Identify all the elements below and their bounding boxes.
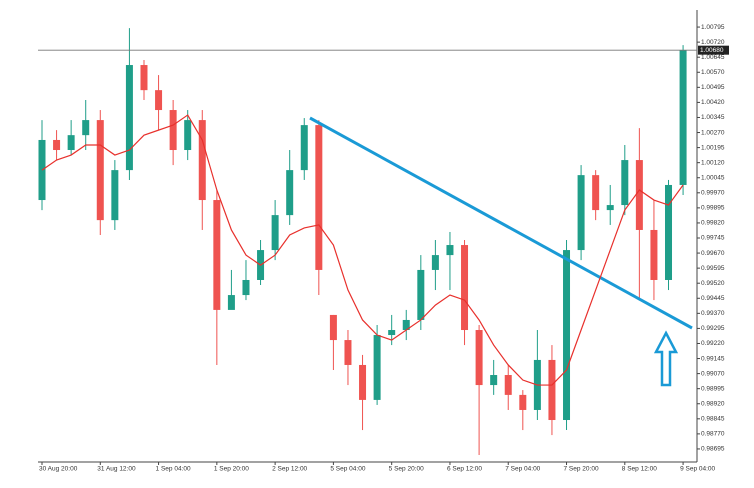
- y-tick-label: 1.00270: [701, 129, 725, 136]
- y-tick-label: 1.00195: [701, 144, 725, 151]
- candle-body: [563, 250, 571, 421]
- candle-body: [96, 120, 104, 221]
- candle-body: [592, 175, 600, 211]
- candle-body: [679, 50, 687, 185]
- candle-body: [621, 160, 629, 206]
- candle-body: [67, 135, 75, 151]
- candle-body: [359, 364, 367, 400]
- candle-body: [53, 139, 61, 151]
- y-tick-label: 1.00645: [701, 54, 725, 61]
- y-tick-label: 0.99370: [701, 310, 725, 317]
- x-tick-label: 8 Sep 12:00: [622, 466, 657, 473]
- candle-body: [271, 215, 279, 251]
- candle-body: [446, 245, 454, 256]
- y-tick-label: 0.99895: [701, 205, 725, 212]
- candle-body: [184, 120, 192, 151]
- x-tick-label: 1 Sep 20:00: [214, 466, 249, 473]
- y-tick-label: 0.99670: [701, 250, 725, 257]
- x-tick-label: 1 Sep 04:00: [156, 466, 191, 473]
- x-tick-label: 9 Sep 04:00: [680, 466, 715, 473]
- candle-body: [606, 205, 614, 211]
- candle-body: [227, 295, 235, 310]
- candle-body: [82, 120, 90, 136]
- x-tick-label: 5 Sep 20:00: [389, 466, 424, 473]
- candle-body: [431, 255, 439, 270]
- y-tick-label: 0.99745: [701, 235, 725, 242]
- y-tick-label: 1.00720: [701, 39, 725, 46]
- x-tick-label: 30 Aug 20:00: [39, 466, 78, 473]
- candle-body: [519, 394, 527, 410]
- candle-body: [635, 160, 643, 230]
- candle-body: [548, 359, 556, 421]
- candle-body: [475, 330, 483, 386]
- candle-body: [125, 65, 133, 171]
- x-tick-label: 7 Sep 04:00: [505, 466, 540, 473]
- y-tick-label: 1.00120: [701, 159, 725, 166]
- candle-body: [388, 330, 396, 336]
- y-tick-label: 1.00795: [701, 24, 725, 31]
- candle-body: [242, 279, 250, 296]
- candle-body: [665, 184, 673, 280]
- arrow: [653, 330, 679, 387]
- y-tick-label: 0.98770: [701, 431, 725, 438]
- y-tick-label: 0.99070: [701, 370, 725, 377]
- candle-body: [490, 375, 498, 386]
- moving-average: [41, 114, 684, 386]
- y-tick-label: 0.98920: [701, 400, 725, 407]
- last-price-box: [698, 45, 729, 55]
- y-tick-label: 0.98845: [701, 416, 725, 423]
- y-tick-label: 0.99970: [701, 190, 725, 197]
- y-tick-label: 0.99445: [701, 295, 725, 302]
- candle-body: [373, 335, 381, 400]
- x-tick-label: 6 Sep 12:00: [447, 466, 482, 473]
- y-tick-label: 1.00420: [701, 99, 725, 106]
- y-tick-label: 0.99595: [701, 265, 725, 272]
- candle-body: [300, 125, 308, 171]
- candle-body: [461, 245, 469, 331]
- candle-body: [417, 269, 425, 320]
- candle-body: [402, 319, 410, 331]
- y-tick-label: 1.00570: [701, 69, 725, 76]
- x-tick-label: 31 Aug 12:00: [97, 466, 136, 473]
- candle-body: [140, 65, 148, 91]
- plot: [38, 28, 687, 455]
- last-price-label: 1.00680: [700, 47, 724, 54]
- x-tick-label: 2 Sep 12:00: [272, 466, 307, 473]
- candle-body: [155, 90, 163, 111]
- y-tick-label: 0.99520: [701, 280, 725, 287]
- candle-body: [169, 110, 177, 151]
- y-tick-label: 1.00495: [701, 84, 725, 91]
- y-tick-label: 0.99145: [701, 355, 725, 362]
- candle-body: [198, 120, 206, 201]
- candle-body: [344, 340, 352, 365]
- candle-body: [111, 170, 119, 221]
- candle-body: [577, 175, 585, 251]
- candle-body: [315, 125, 323, 270]
- candle-body: [329, 314, 337, 341]
- y-tick-label: 0.98995: [701, 385, 725, 392]
- x-tick-label: 5 Sep 04:00: [330, 466, 365, 473]
- trend-line: [309, 116, 693, 330]
- y-tick-label: 1.00345: [701, 114, 725, 121]
- y-tick-label: 1.00045: [701, 174, 725, 181]
- candle-body: [286, 170, 294, 216]
- x-tick-label: 7 Sep 20:00: [564, 466, 599, 473]
- y-tick-label: 0.98695: [701, 446, 725, 453]
- y-tick-label: 0.99295: [701, 325, 725, 332]
- candle-body: [504, 375, 512, 395]
- y-tick-label: 0.99220: [701, 340, 725, 347]
- y-tick-label: 0.99820: [701, 220, 725, 227]
- candle-body: [213, 200, 221, 310]
- candle-body: [650, 229, 658, 280]
